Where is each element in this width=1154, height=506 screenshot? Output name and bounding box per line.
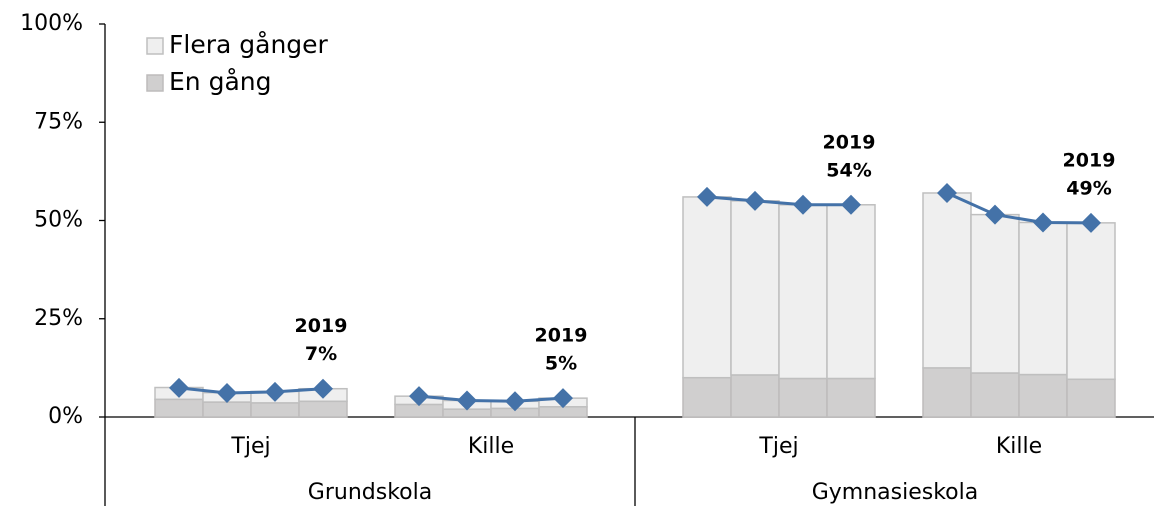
bar-segment <box>778 377 828 418</box>
bar-segment <box>778 204 828 380</box>
legend-swatch <box>146 37 164 55</box>
legend-swatch <box>146 74 164 92</box>
y-tick-label: 75% <box>34 109 83 134</box>
super-category-label: Gymnasieskola <box>812 480 979 505</box>
line <box>946 191 1092 225</box>
bar-segment <box>1066 222 1116 381</box>
bar-segment <box>250 402 300 418</box>
bar-segment <box>538 406 588 418</box>
annotation: 2019 <box>295 315 348 337</box>
bar-segment <box>682 376 732 418</box>
diamond-marker <box>217 383 237 404</box>
diamond-marker <box>793 194 813 215</box>
bar-segment <box>826 204 876 380</box>
y-tick-label: 100% <box>20 11 83 36</box>
annotation: 2019 <box>535 325 588 347</box>
diamond-marker <box>169 377 189 398</box>
bar-segment <box>1066 378 1116 418</box>
diamond-marker <box>1081 212 1101 233</box>
bar-segment <box>682 196 732 379</box>
annotation: 2019 <box>823 131 876 153</box>
line <box>418 394 564 403</box>
bar-segment <box>826 377 876 418</box>
data-label: 49% <box>1066 177 1111 199</box>
super-category-label: Grundskola <box>308 480 432 505</box>
bar-segment <box>970 213 1020 374</box>
bar-segment <box>970 372 1020 418</box>
data-label: 7% <box>305 343 337 365</box>
bar-segment <box>394 403 444 418</box>
bar-segment <box>922 367 972 418</box>
diamond-marker <box>697 186 717 207</box>
category-label: Kille <box>468 434 514 459</box>
diamond-marker <box>937 182 957 203</box>
bar-segment <box>730 374 780 418</box>
data-label: 5% <box>545 353 577 375</box>
bar-segment <box>298 400 348 418</box>
diamond-marker <box>505 391 525 412</box>
category-label: Tjej <box>758 434 798 459</box>
diamond-marker <box>985 204 1005 225</box>
bar-segment <box>154 398 204 418</box>
annotation: 2019 <box>1063 149 1116 171</box>
bar-segment <box>922 192 972 369</box>
legend-label: Flera gånger <box>169 30 329 59</box>
bar-segment <box>1018 373 1068 418</box>
line <box>178 386 324 395</box>
y-tick-label: 25% <box>34 306 83 331</box>
diamond-marker <box>457 390 477 411</box>
diamond-marker <box>841 194 861 215</box>
y-tick-label: 0% <box>48 404 83 429</box>
diamond-marker <box>553 388 573 409</box>
bar-segment <box>1018 221 1068 376</box>
diamond-marker <box>1033 212 1053 233</box>
category-label: Kille <box>996 434 1042 459</box>
bar-segment <box>202 401 252 418</box>
diamond-marker <box>409 386 429 407</box>
diamond-marker <box>313 378 333 399</box>
legend-label: En gång <box>169 67 272 96</box>
data-label: 54% <box>826 159 871 181</box>
diamond-marker <box>745 190 765 211</box>
diamond-marker <box>265 381 285 402</box>
line <box>706 195 851 207</box>
y-tick-label: 50% <box>34 208 83 233</box>
bar-segment <box>730 200 780 376</box>
category-label: Tjej <box>230 434 270 459</box>
